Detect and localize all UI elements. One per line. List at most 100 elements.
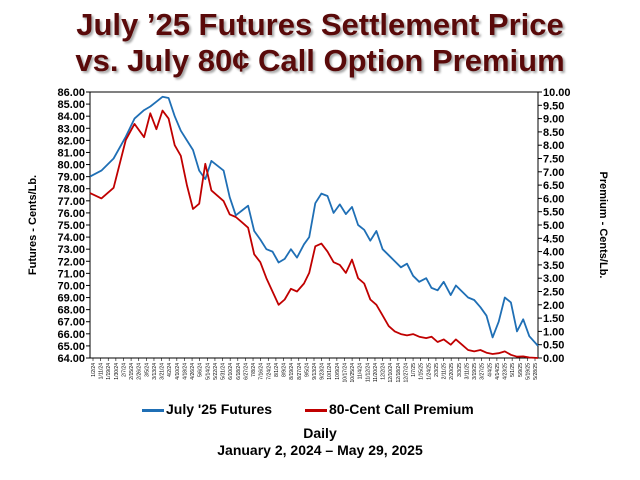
chart-title-line-2: vs. July 80¢ Call Option Premium bbox=[75, 43, 565, 78]
y-tick-label-left: 84.00 bbox=[57, 111, 85, 123]
x-tick-label: 2/15/24 bbox=[129, 363, 135, 380]
x-tick-label: 1/30/24 bbox=[114, 363, 120, 380]
y-tick-label-right: 1.00 bbox=[543, 326, 564, 338]
x-tick-label: 10/9/24 bbox=[335, 363, 341, 380]
y-tick-label-right: 0.50 bbox=[543, 340, 564, 352]
chart-canvas: Futures - Cents/Lb. Premium - Cents/Lb. … bbox=[27, 87, 609, 383]
x-axis-label: Daily bbox=[303, 425, 337, 441]
y-tick-label-right: 5.00 bbox=[543, 220, 564, 232]
series-line-premium bbox=[89, 109, 539, 359]
y-tick-label-left: 76.00 bbox=[57, 208, 85, 220]
x-tick-label: 4/4/25 bbox=[487, 363, 493, 377]
x-tick-label: 7/8/24 bbox=[251, 363, 257, 377]
y-tick-label-left: 73.00 bbox=[57, 244, 85, 256]
x-tick-label: 8/9/24 bbox=[282, 363, 288, 377]
x-tick-label: 4/23/25 bbox=[503, 363, 509, 380]
y-tick-label-left: 64.00 bbox=[57, 353, 85, 365]
x-tick-label: 5/14/24 bbox=[205, 363, 211, 380]
y-tick-label-right: 2.50 bbox=[543, 287, 564, 299]
x-tick-label: 12/27/24 bbox=[403, 363, 409, 383]
y-tick-label-left: 69.00 bbox=[57, 293, 85, 305]
y-tick-label-left: 78.00 bbox=[57, 184, 85, 196]
legend-item-futures: July '25 Futures bbox=[142, 401, 272, 417]
y-tick-label-right: 4.50 bbox=[543, 233, 564, 245]
y-tick-label-left: 71.00 bbox=[57, 268, 85, 280]
y-tick-label-left: 85.00 bbox=[57, 99, 85, 111]
x-tick-label: 8/1/24 bbox=[274, 363, 280, 377]
x-tick-label: 10/1/24 bbox=[327, 363, 333, 380]
x-axis-date-range: January 2, 2024 – May 29, 2025 bbox=[217, 442, 423, 458]
y-tick-label-right: 3.50 bbox=[543, 260, 564, 272]
x-tick-label: 12/2/24 bbox=[381, 363, 387, 380]
x-tick-label: 1/15/25 bbox=[419, 363, 425, 380]
legend-item-premium: 80-Cent Call Premium bbox=[305, 401, 474, 417]
y-tick-label-left: 79.00 bbox=[57, 172, 85, 184]
x-tick-label: 10/25/24 bbox=[350, 363, 356, 383]
y-tick-label-right: 8.50 bbox=[543, 127, 564, 139]
x-tick-label: 3/21/24 bbox=[160, 363, 166, 380]
y-tick-label-right: 9.00 bbox=[543, 114, 564, 126]
y-tick-label-right: 2.00 bbox=[543, 300, 564, 312]
y-tick-label-left: 67.00 bbox=[57, 317, 85, 329]
x-tick-label: 2/20/25 bbox=[449, 363, 455, 380]
x-tick-label: 1/7/25 bbox=[411, 363, 417, 377]
chart-title-line-1: July ’25 Futures Settlement Price bbox=[76, 7, 564, 42]
y-tick-label-right: 5.50 bbox=[543, 207, 564, 219]
y-tick-label-right: 8.00 bbox=[543, 140, 564, 152]
x-tick-label: 1/2/24 bbox=[91, 363, 97, 377]
y-tick-label-left: 82.00 bbox=[57, 135, 85, 147]
x-tick-label: 4/18/24 bbox=[182, 363, 188, 380]
x-tick-label: 3/13/24 bbox=[152, 363, 158, 380]
x-tick-label: 5/1/25 bbox=[510, 363, 516, 377]
y-tick-label-left: 72.00 bbox=[57, 256, 85, 268]
x-tick-label: 11/20/24 bbox=[373, 363, 379, 382]
x-tick-label: 12/18/24 bbox=[396, 363, 402, 383]
x-tick-label: 1/11/24 bbox=[99, 363, 105, 380]
x-tick-label: 9/13/24 bbox=[312, 363, 318, 380]
y-tick-label-right: 7.00 bbox=[543, 167, 564, 179]
x-tick-label: 6/10/24 bbox=[228, 363, 234, 380]
x-tick-label: 9/5/24 bbox=[304, 363, 310, 377]
y-tick-label-left: 81.00 bbox=[57, 147, 85, 159]
y-tick-label-left: 65.00 bbox=[57, 341, 85, 353]
x-tick-label: 5/6/24 bbox=[198, 363, 204, 377]
x-tick-label: 3/27/25 bbox=[480, 363, 486, 380]
x-tick-label: 12/10/24 bbox=[388, 363, 394, 383]
legend-swatch-premium bbox=[305, 408, 327, 412]
y-tick-label-left: 86.00 bbox=[57, 87, 85, 99]
x-tick-label: 1/19/24 bbox=[106, 363, 112, 380]
x-tick-label: 3/19/25 bbox=[472, 363, 478, 380]
x-tick-label: 1/24/25 bbox=[426, 363, 432, 380]
plot-frame bbox=[89, 91, 539, 359]
x-tick-label: 5/28/25 bbox=[533, 363, 539, 380]
x-tick-label: 3/5/24 bbox=[144, 363, 150, 377]
y-tick-label-left: 77.00 bbox=[57, 196, 85, 208]
x-tick-label: 3/3/25 bbox=[457, 363, 463, 377]
x-tick-label: 11/4/24 bbox=[358, 363, 364, 380]
y-tick-label-left: 83.00 bbox=[57, 123, 85, 135]
y-tick-label-left: 68.00 bbox=[57, 305, 85, 317]
y-tick-label-left: 70.00 bbox=[57, 280, 85, 292]
x-tick-label: 4/2/24 bbox=[167, 363, 173, 377]
x-tick-label: 4/14/25 bbox=[495, 363, 501, 380]
legend-label-futures: July '25 Futures bbox=[166, 401, 273, 417]
legend: July '25 Futures 80-Cent Call Premium bbox=[0, 401, 640, 421]
x-tick-label: 11/12/24 bbox=[365, 363, 371, 382]
y-tick-label-left: 66.00 bbox=[57, 329, 85, 341]
x-tick-label: 9/23/24 bbox=[320, 363, 326, 380]
y-tick-label-right: 7.50 bbox=[543, 154, 564, 166]
x-tick-label: 5/19/25 bbox=[525, 363, 531, 380]
x-tick-label: 5/31/24 bbox=[221, 363, 227, 380]
y-tick-label-right: 3.00 bbox=[543, 273, 564, 285]
legend-swatch-futures bbox=[142, 408, 164, 412]
x-tick-label: 2/3/25 bbox=[434, 363, 440, 377]
y-tick-label-right: 10.00 bbox=[543, 87, 571, 99]
legend-label-premium: 80-Cent Call Premium bbox=[329, 401, 474, 417]
x-tick-label: 2/11/25 bbox=[442, 363, 448, 380]
y-tick-label-left: 80.00 bbox=[57, 160, 85, 172]
x-tick-label: 4/26/24 bbox=[190, 363, 196, 380]
x-tick-label: 3/11/25 bbox=[464, 363, 470, 380]
y-tick-label-right: 4.00 bbox=[543, 247, 564, 259]
y-axis-label-left: Futures - Cents/Lb. bbox=[27, 175, 39, 275]
x-tick-label: 2/7/24 bbox=[121, 363, 127, 377]
